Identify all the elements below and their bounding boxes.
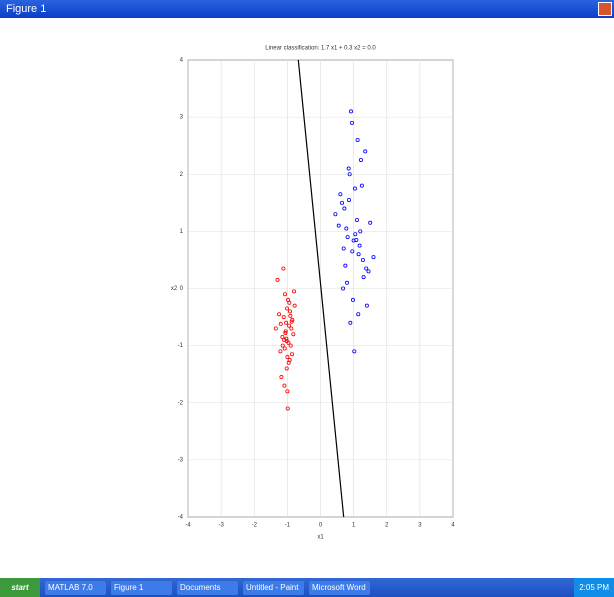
x-tick-label: -2	[252, 523, 258, 529]
y-tick-label: -3	[178, 457, 184, 463]
y-tick-label: -1	[178, 343, 184, 349]
start-button[interactable]: start	[0, 578, 40, 597]
y-tick-label: 1	[180, 229, 184, 235]
y-tick-label: -2	[178, 400, 184, 406]
x-tick-label: 4	[451, 523, 455, 529]
x-tick-label: -1	[285, 523, 291, 529]
taskbar-item[interactable]: Microsoft Word	[309, 581, 370, 595]
taskbar: start MATLAB 7.0 Figure 1 Documents Untitle…	[0, 578, 614, 597]
x-tick-label: 2	[385, 523, 389, 529]
y-axis-label: x2	[171, 286, 178, 292]
chart: -4 -3 -2 -1 0 1 2 3 4 -4 -3 -2 -1 0 1 2 3 4 Linear classif…	[0, 18, 614, 578]
taskbar-item[interactable]: Figure 1	[111, 581, 172, 595]
clock: 2:05 PM	[574, 578, 614, 597]
screen: Figure 1 -4 -3 -2 -1 0 1 2 3 4 -4 -3 -2 -1 0 1 2 3 4 Linea…	[0, 0, 614, 597]
taskbar-item[interactable]: Documents	[177, 581, 238, 595]
x-tick-label: -4	[185, 523, 191, 529]
x-tick-label: 1	[352, 523, 356, 529]
y-tick-label: -4	[178, 515, 184, 521]
y-tick-label: 4	[180, 58, 184, 64]
taskbar-item[interactable]: Untitled - Paint	[243, 581, 304, 595]
close-button[interactable]	[598, 2, 612, 16]
chart-title: Linear classification: 1.7 x1 + 0.3 x2 =…	[265, 46, 376, 52]
x-tick-label: 3	[418, 523, 422, 529]
taskbar-item[interactable]: MATLAB 7.0	[45, 581, 106, 595]
x-axis-label: x1	[317, 535, 324, 541]
title-bar: Figure 1	[0, 0, 614, 18]
window-title: Figure 1	[0, 3, 46, 15]
x-tick-label: 0	[319, 523, 323, 529]
y-tick-label: 3	[180, 115, 184, 121]
y-tick-label: 0	[180, 286, 184, 292]
y-tick-label: 2	[180, 172, 184, 178]
x-tick-label: -3	[218, 523, 224, 529]
